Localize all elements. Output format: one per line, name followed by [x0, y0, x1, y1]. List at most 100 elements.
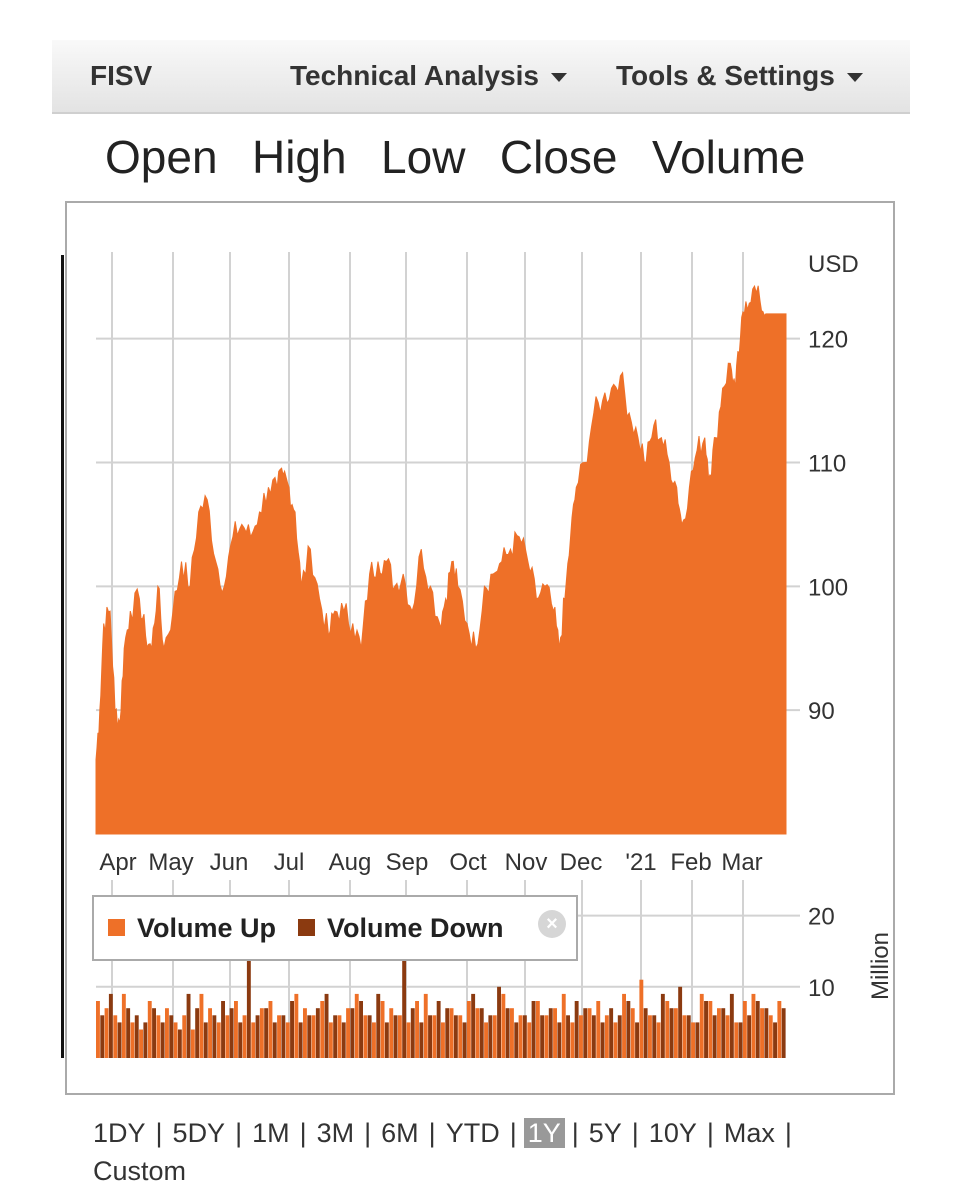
- x-tick-label: Apr: [99, 849, 136, 876]
- x-tick-label: Aug: [329, 849, 372, 876]
- range-max[interactable]: Max: [723, 1118, 775, 1148]
- volume-up-bar: [777, 1001, 782, 1058]
- range-1y[interactable]: 1Y: [523, 1118, 565, 1148]
- volume-unit-label: Million: [867, 932, 894, 1000]
- volume-down-bar: [462, 1022, 467, 1058]
- range-ytd[interactable]: YTD: [445, 1118, 500, 1148]
- volume-down-bar: [324, 993, 329, 1058]
- volume-up-bar: [303, 1008, 307, 1058]
- volume-down-bar: [764, 1008, 769, 1058]
- x-tick-label: Sep: [386, 849, 429, 876]
- volume-up-bar: [173, 1022, 178, 1058]
- legend-volume-down-label: Volume Down: [327, 913, 504, 943]
- volume-down-bar: [522, 1015, 527, 1058]
- volume-down-bar: [566, 1015, 570, 1058]
- volume-up-bar: [449, 1008, 454, 1058]
- volume-up-bar: [234, 1001, 238, 1058]
- volume-down-bar: [255, 1015, 260, 1058]
- volume-down-bar: [704, 1001, 708, 1058]
- volume-down-bar: [143, 1022, 148, 1058]
- volume-down-bar: [298, 1022, 303, 1058]
- tab-open[interactable]: Open: [105, 131, 218, 183]
- volume-up-bar: [604, 1015, 609, 1058]
- volume-down-bar: [600, 1022, 605, 1058]
- volume-up-bar: [484, 1022, 488, 1058]
- volume-up-bar: [725, 1015, 730, 1058]
- volume-down-bar: [384, 1022, 389, 1058]
- volume-down-bar: [152, 1008, 156, 1058]
- volume-down-bar: [134, 1015, 139, 1058]
- x-tick-label: '21: [625, 849, 656, 876]
- tab-close[interactable]: Close: [499, 131, 618, 183]
- volume-up-bar: [466, 1001, 471, 1058]
- tools-settings-label: Tools & Settings: [616, 60, 835, 91]
- price-unit-label: USD: [808, 251, 859, 278]
- volume-down-bar: [212, 1015, 217, 1058]
- close-icon[interactable]: ×: [538, 910, 566, 938]
- volume-up-bar: [251, 1022, 256, 1058]
- volume-up-bar: [510, 1008, 514, 1058]
- volume-up-bar: [665, 1001, 670, 1058]
- volume-up-bar: [259, 1008, 264, 1058]
- volume-up-bar: [587, 1008, 592, 1058]
- chart-toolbar: FISV Technical Analysis Tools & Settings: [52, 40, 910, 114]
- symbol-label[interactable]: FISV: [90, 60, 153, 91]
- legend-volume-up[interactable]: Volume Up: [108, 913, 276, 944]
- chevron-down-icon: [846, 73, 863, 83]
- volume-down-bar: [755, 1001, 760, 1058]
- volume-down-bar: [315, 1008, 320, 1058]
- volume-down-bar: [471, 993, 476, 1058]
- range-5y[interactable]: 5Y: [588, 1118, 622, 1148]
- volume-down-bar: [643, 1008, 648, 1058]
- range-10y[interactable]: 10Y: [648, 1118, 697, 1148]
- volume-bars: [96, 929, 786, 1058]
- volume-up-bar: [527, 1022, 532, 1058]
- range-1dy[interactable]: 1DY: [93, 1118, 146, 1148]
- range-5dy[interactable]: 5DY: [172, 1118, 226, 1148]
- volume-up-bar: [708, 1001, 713, 1058]
- volume-up-bar: [190, 1029, 195, 1058]
- range-separator: |: [299, 1118, 307, 1148]
- volume-down-bar: [436, 1001, 441, 1058]
- axis-labels: Apr May Jun Jul Aug Sep Oct Nov Dec '21 Feb Mar 90 10…: [99, 251, 894, 1002]
- volume-up-bar: [648, 1015, 652, 1058]
- tab-low[interactable]: Low: [381, 131, 466, 183]
- volume-down-bar: [221, 1001, 225, 1058]
- price-area-fill: [95, 284, 787, 835]
- volume-up-bar: [613, 1022, 618, 1058]
- range-6m[interactable]: 6M: [381, 1118, 419, 1148]
- range-1m[interactable]: 1M: [252, 1118, 290, 1148]
- legend-volume-down[interactable]: Volume Down: [298, 913, 504, 944]
- volume-up-bar: [328, 1022, 333, 1058]
- volume-down-bar: [626, 1001, 631, 1058]
- technical-analysis-menu[interactable]: Technical Analysis: [290, 60, 567, 92]
- volume-up-bar: [372, 1022, 376, 1058]
- price-tick-label: 100: [808, 574, 848, 601]
- volume-up-bar: [216, 1022, 221, 1058]
- volume-down-bar: [747, 1015, 752, 1058]
- tab-volume[interactable]: Volume: [651, 131, 806, 183]
- volume-down-bar: [290, 1001, 294, 1058]
- tab-high[interactable]: High: [251, 131, 347, 183]
- volume-up-bar: [682, 1015, 687, 1058]
- tools-settings-menu[interactable]: Tools & Settings: [616, 60, 863, 92]
- legend-volume-up-label: Volume Up: [137, 913, 277, 943]
- x-tick-label: Mar: [721, 849, 762, 876]
- volume-down-bar: [410, 1008, 415, 1058]
- volume-down-bar: [591, 1015, 596, 1058]
- volume-down-bar: [583, 1008, 588, 1058]
- volume-down-bar: [738, 1022, 743, 1058]
- volume-down-bar: [540, 1015, 545, 1058]
- chart-legend: Volume Up Volume Down ×: [92, 895, 578, 961]
- volume-up-bar: [639, 979, 644, 1058]
- volume-up-bar: [475, 1008, 480, 1058]
- price-area: [95, 284, 787, 835]
- volume-down-bar: [246, 929, 251, 1058]
- range-separator: |: [571, 1118, 579, 1148]
- range-3m[interactable]: 3M: [316, 1118, 355, 1148]
- volume-up-bar: [768, 1015, 773, 1058]
- range-custom[interactable]: Custom: [93, 1156, 187, 1186]
- volume-down-bar: [479, 1008, 484, 1058]
- volume-down-bar: [531, 1001, 536, 1058]
